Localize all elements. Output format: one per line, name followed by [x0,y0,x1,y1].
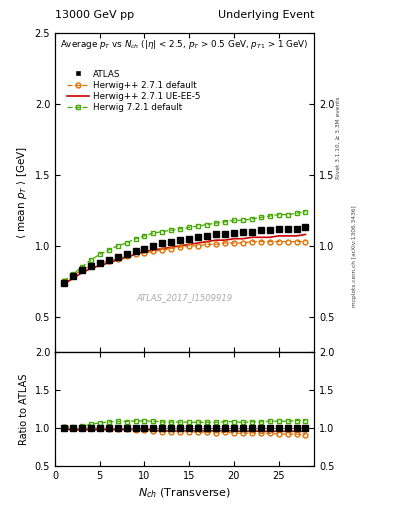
Text: mcplots.cern.ch [arXiv:1306.3436]: mcplots.cern.ch [arXiv:1306.3436] [352,205,357,307]
Text: Underlying Event: Underlying Event [218,10,314,20]
Text: ATLAS_2017_I1509919: ATLAS_2017_I1509919 [137,293,233,303]
Text: Rivet 3.1.10, ≥ 3.3M events: Rivet 3.1.10, ≥ 3.3M events [336,97,341,180]
Text: 13000 GeV pp: 13000 GeV pp [55,10,134,20]
Y-axis label: $\langle$ mean $p_T$ $\rangle$ [GeV]: $\langle$ mean $p_T$ $\rangle$ [GeV] [15,146,29,239]
Y-axis label: Ratio to ATLAS: Ratio to ATLAS [19,373,29,445]
Text: Average $p_T$ vs $N_{ch}$ ($|\eta|$ < 2.5, $p_T$ > 0.5 GeV, $p_{T1}$ > 1 GeV): Average $p_T$ vs $N_{ch}$ ($|\eta|$ < 2.… [61,38,309,51]
X-axis label: $N_{ch}$ (Transverse): $N_{ch}$ (Transverse) [138,486,231,500]
Legend: ATLAS, Herwig++ 2.7.1 default, Herwig++ 2.7.1 UE-EE-5, Herwig 7.2.1 default: ATLAS, Herwig++ 2.7.1 default, Herwig++ … [67,70,201,112]
